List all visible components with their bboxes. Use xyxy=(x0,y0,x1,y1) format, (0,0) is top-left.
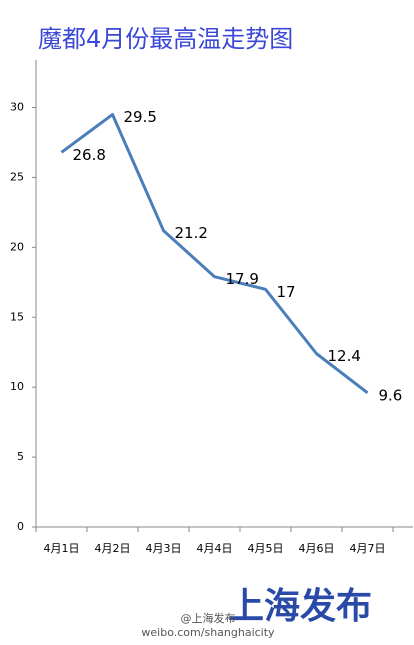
watermark-handle: @上海发布 xyxy=(181,611,236,625)
line xyxy=(60,113,369,394)
value-label: 17 xyxy=(277,283,296,301)
value-label: 9.6 xyxy=(379,386,403,404)
x-tick-label: 4月4日 xyxy=(197,542,233,555)
value-label: 12.4 xyxy=(328,347,361,365)
value-label: 29.5 xyxy=(124,108,157,126)
value-label: 21.2 xyxy=(175,224,208,242)
x-tick-label: 4月6日 xyxy=(299,542,335,555)
x-tick-label: 4月1日 xyxy=(44,542,80,555)
value-label: 26.8 xyxy=(73,146,106,164)
y-tick-label: 20 xyxy=(10,240,24,253)
watermark-url: weibo.com/shanghaicity xyxy=(141,626,275,639)
y-tick-label: 15 xyxy=(10,310,24,323)
x-tick-label: 4月5日 xyxy=(248,542,284,555)
y-tick-label: 10 xyxy=(10,380,24,393)
y-tick-label: 5 xyxy=(17,450,24,463)
x-tick-label: 4月7日 xyxy=(350,542,386,555)
x-tick-label: 4月2日 xyxy=(95,542,131,555)
y-tick-label: 0 xyxy=(17,520,24,533)
y-tick-label: 25 xyxy=(10,170,24,183)
chart-title: 魔都4月份最高温走势图 xyxy=(38,25,293,53)
x-tick-label: 4月3日 xyxy=(146,542,182,555)
y-tick-label: 30 xyxy=(10,101,24,114)
value-label: 17.9 xyxy=(226,270,259,288)
watermark-brand: 上海发布 xyxy=(228,586,372,627)
